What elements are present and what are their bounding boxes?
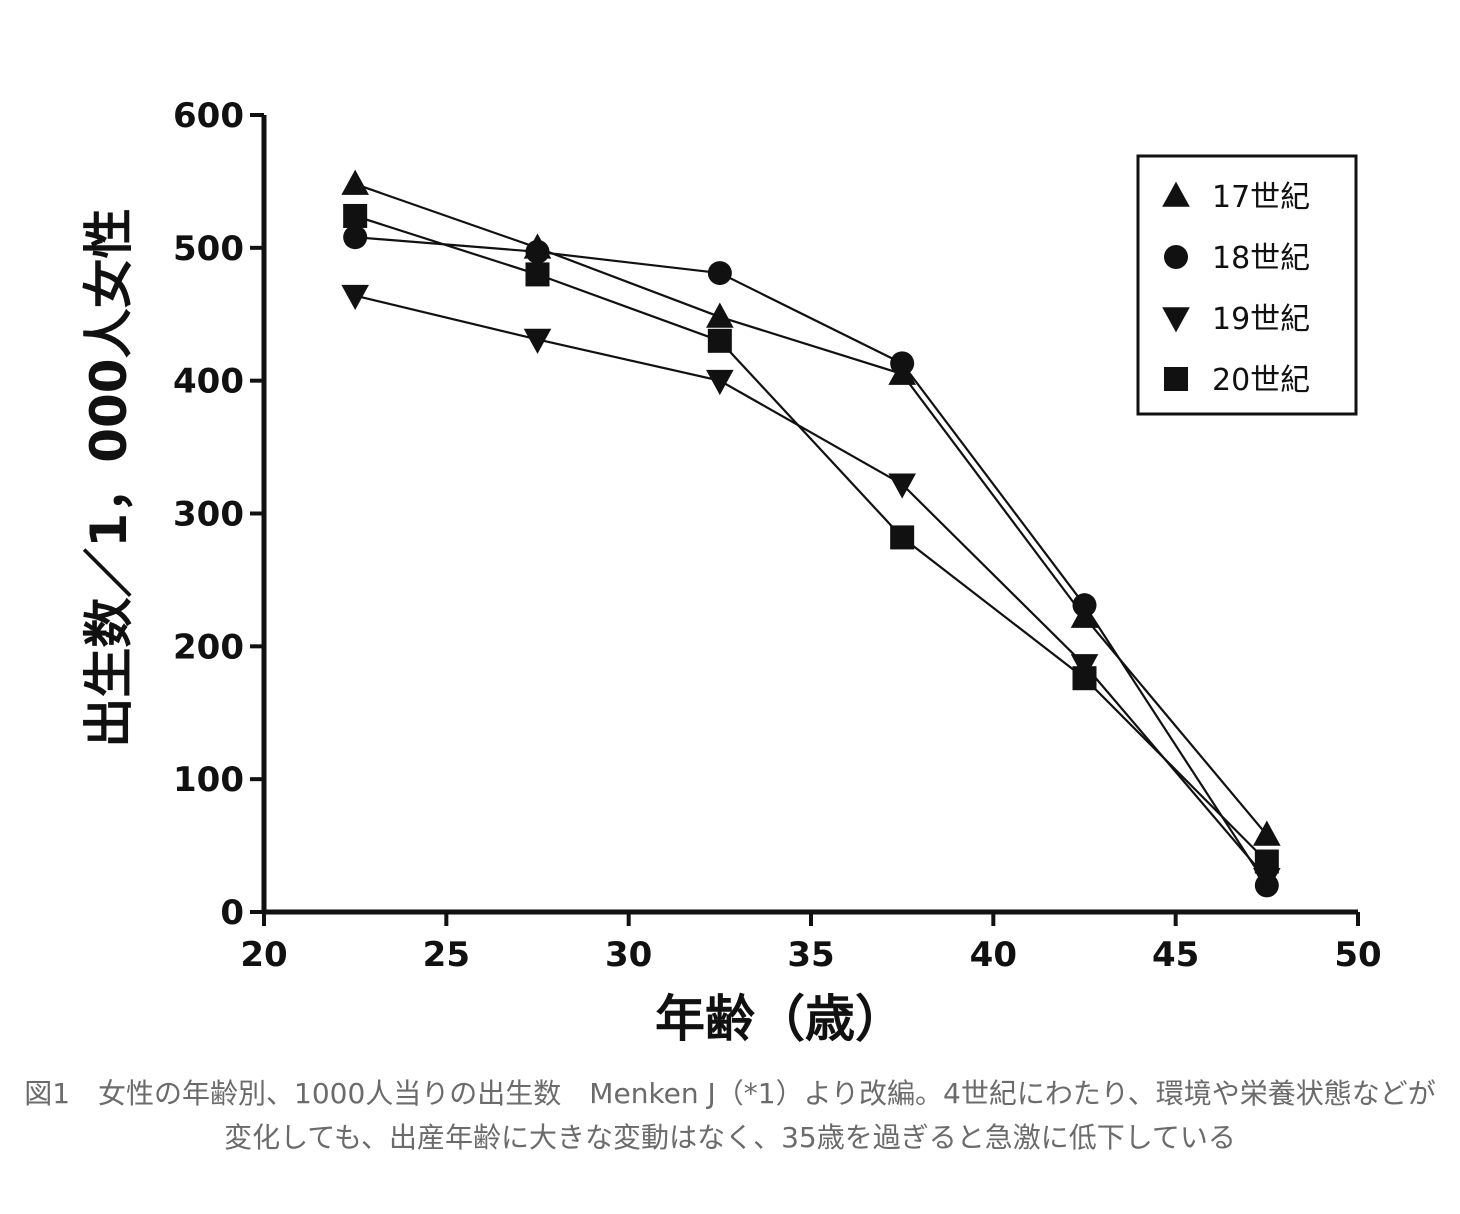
series-line bbox=[354, 294, 1268, 880]
x-tick-label: 50 bbox=[1334, 935, 1381, 975]
legend-label: 17世紀 bbox=[1212, 180, 1310, 215]
data-point-triangle-down bbox=[341, 284, 369, 311]
x-tick-label: 20 bbox=[240, 935, 287, 975]
figure-caption: 図1 女性の年齢別、1000人当りの出生数 Menken J（*1）より改編。4… bbox=[24, 1077, 1436, 1154]
x-axis-title: 年齢（歳） bbox=[655, 990, 905, 1048]
y-tick-label: 400 bbox=[173, 362, 244, 402]
y-tick-label: 200 bbox=[173, 627, 244, 667]
series-line bbox=[354, 214, 1268, 863]
data-point-circle bbox=[1072, 593, 1097, 618]
x-tick-label: 45 bbox=[1152, 935, 1199, 975]
data-point-triangle-up bbox=[341, 169, 369, 195]
data-point-square bbox=[707, 328, 732, 353]
y-axis-title: 出生数／1，000人女性 bbox=[80, 208, 138, 747]
data-point-circle bbox=[890, 351, 915, 376]
data-point-square bbox=[1254, 849, 1279, 874]
x-tick-label: 25 bbox=[423, 935, 470, 975]
data-point-square bbox=[525, 262, 550, 287]
data-point-triangle-up bbox=[706, 302, 734, 328]
legend-marker-square bbox=[1164, 367, 1188, 391]
y-tick-label: 100 bbox=[173, 760, 244, 800]
legend-marker-triangle-down bbox=[1162, 307, 1190, 333]
y-tick-label: 300 bbox=[173, 495, 244, 535]
series-4 bbox=[343, 203, 1279, 874]
data-point-circle bbox=[707, 261, 732, 286]
data-point-square bbox=[343, 203, 368, 228]
data-point-triangle-down bbox=[523, 328, 552, 354]
legend-marker-circle bbox=[1164, 245, 1188, 269]
series-line bbox=[354, 183, 1268, 836]
chart-series bbox=[341, 169, 1281, 898]
data-point-circle bbox=[525, 239, 550, 264]
data-point-circle bbox=[343, 225, 368, 250]
legend-label: 19世紀 bbox=[1212, 302, 1310, 337]
chart-legend: 17世紀 18世紀 19世紀 20世紀 bbox=[1136, 154, 1358, 416]
legend-label: 18世紀 bbox=[1212, 241, 1310, 276]
x-tick-label: 40 bbox=[970, 935, 1017, 975]
data-point-triangle-up bbox=[1253, 820, 1281, 846]
data-point-triangle-down bbox=[888, 473, 916, 499]
data-point-triangle-down bbox=[706, 369, 734, 396]
x-tick-label: 35 bbox=[787, 935, 834, 975]
data-point-triangle-down bbox=[1253, 867, 1281, 894]
series-line bbox=[355, 236, 1268, 887]
y-tick-label: 600 bbox=[173, 96, 244, 136]
x-tick-label: 30 bbox=[605, 935, 652, 975]
series-3 bbox=[341, 284, 1281, 894]
y-tick-label: 500 bbox=[173, 229, 244, 269]
legend-label: 20世紀 bbox=[1212, 363, 1310, 398]
y-tick-label: 0 bbox=[220, 893, 244, 933]
series-2 bbox=[343, 225, 1279, 898]
data-point-square bbox=[890, 525, 915, 550]
data-point-square bbox=[1072, 666, 1097, 691]
legend-marker-triangle-up bbox=[1162, 181, 1190, 207]
